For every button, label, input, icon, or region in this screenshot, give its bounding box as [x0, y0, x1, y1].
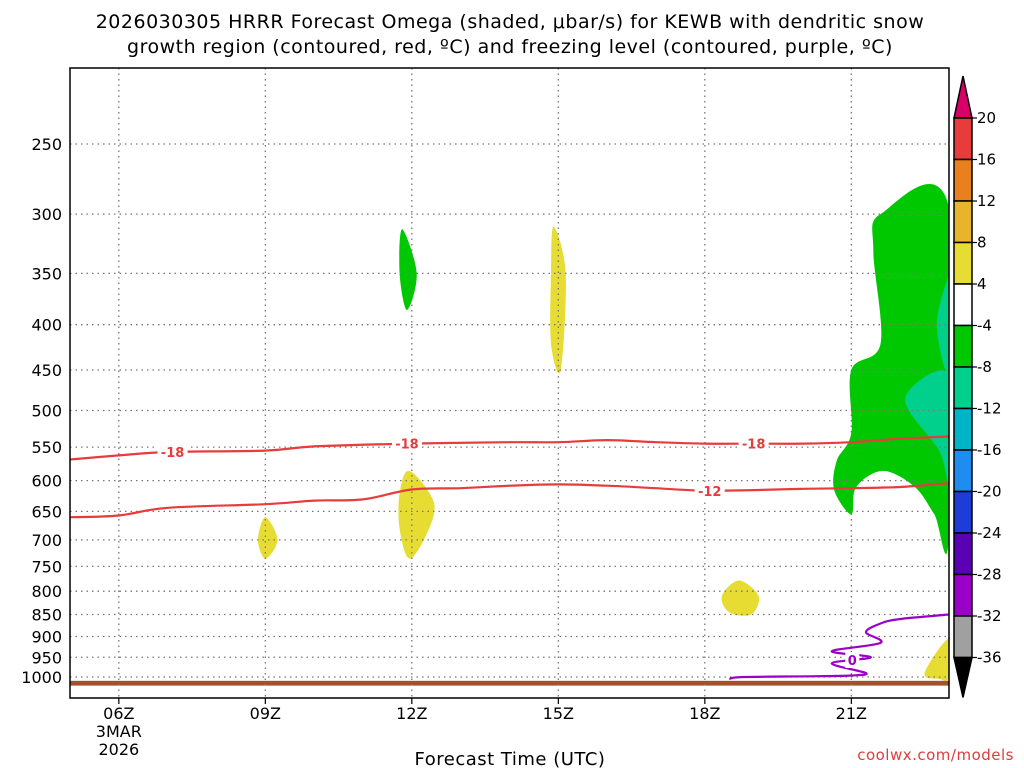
contour-label-bg — [694, 482, 725, 499]
terrain-band-rect — [70, 680, 949, 686]
terrain-band — [70, 680, 949, 686]
x-tick-label-18Z: 18Z — [689, 704, 720, 723]
colorbar-box-7 — [953, 366, 973, 410]
omega-region-1 — [399, 229, 417, 310]
y-tick-label-1000: 1000 — [21, 668, 62, 687]
y-tick-label-250: 250 — [31, 135, 62, 154]
contour-lines: -18 -18 -18 -12 0 — [70, 435, 949, 680]
y-tick-label-900: 900 — [31, 627, 62, 646]
colorbar-box-13 — [953, 615, 973, 659]
chart-title-line2: growth region (contoured, red, ºC) and f… — [127, 36, 893, 58]
grid-lines — [70, 68, 949, 698]
colorbar-box-6 — [953, 324, 973, 368]
colorbar-label-0: 20 — [977, 109, 996, 127]
y-tick-label-450: 450 — [31, 361, 62, 380]
y-tick-label-700: 700 — [31, 531, 62, 550]
colorbar-bottom-arrow — [953, 656, 973, 698]
y-tick-label-800: 800 — [31, 582, 62, 601]
x-tick-label-06Z: 06Z — [103, 704, 134, 723]
omega-region-8 — [936, 273, 949, 376]
colorbar-label-2: 12 — [977, 192, 996, 210]
x-tick-label-21Z: 21Z — [836, 704, 867, 723]
colorbar-box-2 — [953, 158, 973, 202]
colorbar-label-6: -8 — [977, 358, 992, 376]
colorbar-box-11 — [953, 532, 973, 576]
y-tick-label-650: 650 — [31, 502, 62, 521]
colorbar-label-9: -20 — [977, 483, 1002, 501]
y-tick-label-750: 750 — [31, 557, 62, 576]
contour-label-1-2: -18 — [395, 438, 419, 453]
omega-region-4 — [398, 470, 435, 559]
omega-region-3 — [258, 517, 278, 559]
y-tick-label-300: 300 — [31, 205, 62, 224]
colorbar-box-9 — [953, 449, 973, 493]
omega-region-7 — [833, 183, 949, 554]
omega-region-9 — [905, 370, 949, 484]
x-tick-year: 2026 — [98, 740, 139, 759]
colorbar-box-10 — [953, 490, 973, 534]
omega-shading — [258, 183, 949, 681]
chart-title-line1: 2026030305 HRRR Forecast Omega (shaded, … — [96, 11, 925, 33]
colorbar-box-8 — [953, 407, 973, 451]
colorbar-label-8: -16 — [977, 441, 1002, 459]
colorbar-box-1 — [953, 117, 973, 161]
plot-area: -18 -18 -18 -12 0 — [70, 68, 949, 698]
colorbar-label-1: 16 — [977, 151, 996, 169]
colorbar-box-12 — [953, 573, 973, 617]
contour-label-1-3: -18 — [742, 438, 766, 453]
y-tick-label-950: 950 — [31, 648, 62, 667]
colorbar-box-4 — [953, 241, 973, 285]
colorbar-label-13: -36 — [977, 649, 1002, 667]
colorbar-top-arrow — [953, 75, 973, 119]
y-tick-label-600: 600 — [31, 472, 62, 491]
contour-label-3-1: 0 — [848, 654, 857, 669]
y-tick-label-850: 850 — [31, 606, 62, 625]
contour-line-3 — [729, 613, 949, 680]
x-tick-label-12Z: 12Z — [396, 704, 427, 723]
omega-region-6 — [924, 638, 949, 681]
colorbar-label-7: -12 — [977, 400, 1002, 418]
contour-line-2 — [70, 482, 949, 519]
colorbar-label-4: 4 — [977, 275, 987, 293]
y-axis: 250 300 350 400 450 500 550 600 650 700 750 800 850 9… — [21, 135, 62, 687]
x-tick-date: 3MAR — [96, 722, 142, 741]
contour-label-bg — [157, 443, 188, 460]
colorbar: 20 16 12 8 4 -4 -8 -12 -16 -20 -24 -28 -32 -36 — [953, 75, 1002, 698]
y-tick-label-550: 550 — [31, 438, 62, 457]
colorbar-label-11: -28 — [977, 566, 1002, 584]
colorbar-box-3 — [953, 200, 973, 244]
x-axis-label: Forecast Time (UTC) — [415, 749, 606, 768]
omega-region-5 — [721, 580, 760, 616]
x-tick-label-15Z: 15Z — [543, 704, 574, 723]
contour-label-bg — [738, 435, 769, 452]
contour-label-2-1: -12 — [698, 485, 722, 500]
colorbar-label-5: -4 — [977, 317, 992, 335]
y-tick-label-400: 400 — [31, 316, 62, 335]
contour-label-bg — [391, 435, 422, 452]
colorbar-label-10: -24 — [977, 524, 1002, 542]
y-tick-label-500: 500 — [31, 402, 62, 421]
colorbar-label-3: 8 — [977, 234, 987, 252]
contour-label-1-1: -18 — [161, 446, 185, 461]
contour-line-1 — [70, 435, 949, 461]
x-tick-label-09Z: 09Z — [250, 704, 281, 723]
colorbar-label-12: -32 — [977, 607, 1002, 625]
credit-text: coolwx.com/models — [857, 746, 1014, 764]
y-tick-label-350: 350 — [31, 264, 62, 283]
colorbar-box-5 — [953, 283, 973, 327]
contour-label-bg — [845, 652, 860, 669]
plot-frame — [69, 67, 950, 699]
